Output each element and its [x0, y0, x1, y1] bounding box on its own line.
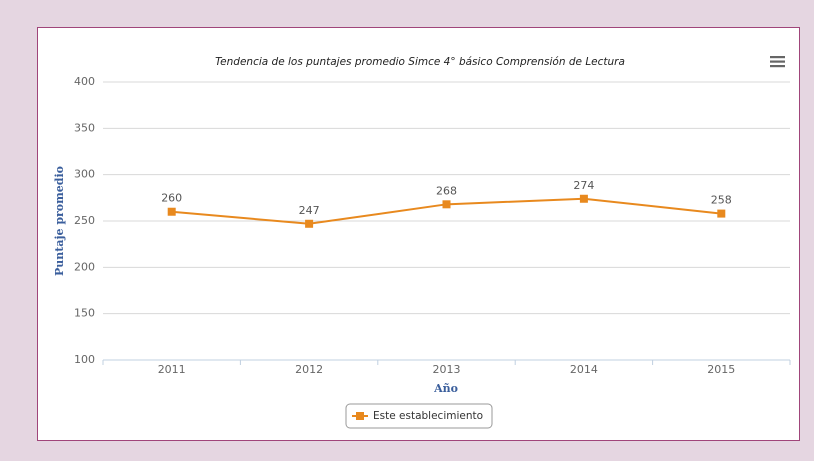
chart-title: Tendencia de los puntajes promedio Simce… [215, 56, 625, 68]
y-tick-label: 250 [74, 214, 95, 227]
x-axis-label: Año [433, 382, 458, 395]
x-tick-label: 2013 [433, 363, 461, 376]
data-label: 274 [573, 179, 594, 192]
menu-bar[interactable] [770, 56, 785, 59]
data-label: 268 [436, 184, 457, 197]
x-tick-label: 2011 [158, 363, 186, 376]
x-tick-label: 2015 [707, 363, 735, 376]
x-tick-label: 2012 [295, 363, 323, 376]
y-axis-label: Puntaje promedio [53, 166, 66, 276]
data-point [442, 200, 451, 209]
menu-bar[interactable] [770, 65, 785, 68]
y-tick-label: 400 [74, 75, 95, 88]
menu-icon[interactable] [770, 56, 785, 68]
y-tick-label: 100 [74, 353, 95, 366]
legend-box[interactable] [345, 403, 493, 429]
legend-marker [356, 412, 364, 420]
menu-bar[interactable] [770, 60, 785, 63]
y-tick-label: 350 [74, 121, 95, 134]
panel [37, 27, 800, 441]
y-tick-label: 200 [74, 260, 95, 273]
data-label: 247 [299, 204, 320, 217]
y-tick-label: 150 [74, 307, 95, 320]
data-point [167, 207, 176, 216]
y-tick-label: 300 [74, 168, 95, 181]
data-label: 258 [711, 194, 732, 207]
legend[interactable]: Este establecimiento [345, 403, 493, 429]
data-point [579, 194, 588, 203]
data-point [305, 219, 314, 228]
legend-label[interactable]: Este establecimiento [373, 410, 483, 422]
data-point [717, 209, 726, 218]
data-label: 260 [161, 192, 182, 205]
x-tick-label: 2014 [570, 363, 598, 376]
